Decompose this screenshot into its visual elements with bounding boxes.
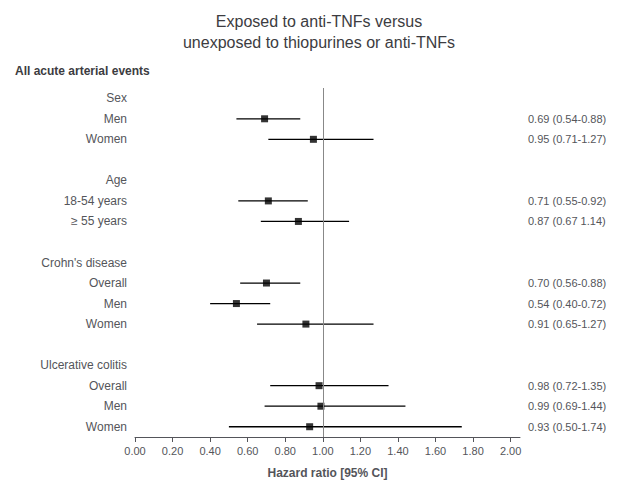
svg-text:0.91 (0.65-1.27): 0.91 (0.65-1.27)	[528, 318, 606, 330]
svg-text:1.60: 1.60	[425, 445, 446, 457]
svg-text:Women: Women	[86, 317, 127, 331]
svg-text:0.71 (0.55-0.92): 0.71 (0.55-0.92)	[528, 195, 606, 207]
svg-text:0.99 (0.69-1.44): 0.99 (0.69-1.44)	[528, 400, 606, 412]
svg-text:1.00: 1.00	[312, 445, 333, 457]
svg-text:Crohn's disease: Crohn's disease	[41, 256, 127, 270]
svg-text:0.69 (0.54-0.88): 0.69 (0.54-0.88)	[528, 113, 606, 125]
svg-text:Women: Women	[86, 132, 127, 146]
svg-text:0.40: 0.40	[199, 445, 220, 457]
svg-text:Age: Age	[106, 173, 128, 187]
svg-text:18-54 years: 18-54 years	[64, 194, 127, 208]
svg-text:0.95 (0.71-1.27): 0.95 (0.71-1.27)	[528, 133, 606, 145]
svg-text:Men: Men	[104, 297, 127, 311]
svg-text:unexposed to thiopurines or an: unexposed to thiopurines or anti-TNFs	[183, 34, 455, 51]
svg-text:0.54 (0.40-0.72): 0.54 (0.40-0.72)	[528, 298, 606, 310]
svg-text:2.00: 2.00	[500, 445, 521, 457]
svg-text:1.40: 1.40	[387, 445, 408, 457]
svg-text:0.00: 0.00	[124, 445, 145, 457]
svg-text:0.20: 0.20	[162, 445, 183, 457]
svg-text:0.80: 0.80	[275, 445, 296, 457]
svg-text:Hazard ratio [95% CI]: Hazard ratio [95% CI]	[267, 466, 387, 480]
svg-text:1.80: 1.80	[462, 445, 483, 457]
svg-text:Ulcerative colitis: Ulcerative colitis	[40, 358, 127, 372]
svg-text:0.60: 0.60	[237, 445, 258, 457]
svg-text:≥ 55 years: ≥ 55 years	[71, 214, 127, 228]
svg-text:1.20: 1.20	[350, 445, 371, 457]
svg-text:Men: Men	[104, 399, 127, 413]
svg-text:Exposed to anti-TNFs versus: Exposed to anti-TNFs versus	[216, 13, 422, 30]
svg-text:Overall: Overall	[89, 379, 127, 393]
svg-text:Men: Men	[104, 112, 127, 126]
svg-text:Sex: Sex	[106, 91, 127, 105]
svg-text:0.87 (0.67 1.14): 0.87 (0.67 1.14)	[528, 215, 606, 227]
svg-text:0.70 (0.56-0.88): 0.70 (0.56-0.88)	[528, 277, 606, 289]
svg-text:0.93 (0.50-1.74): 0.93 (0.50-1.74)	[528, 421, 606, 433]
svg-text:Women: Women	[86, 420, 127, 434]
svg-text:All acute arterial events: All acute arterial events	[15, 64, 150, 78]
svg-text:Overall: Overall	[89, 276, 127, 290]
svg-text:0.98 (0.72-1.35): 0.98 (0.72-1.35)	[528, 380, 606, 392]
